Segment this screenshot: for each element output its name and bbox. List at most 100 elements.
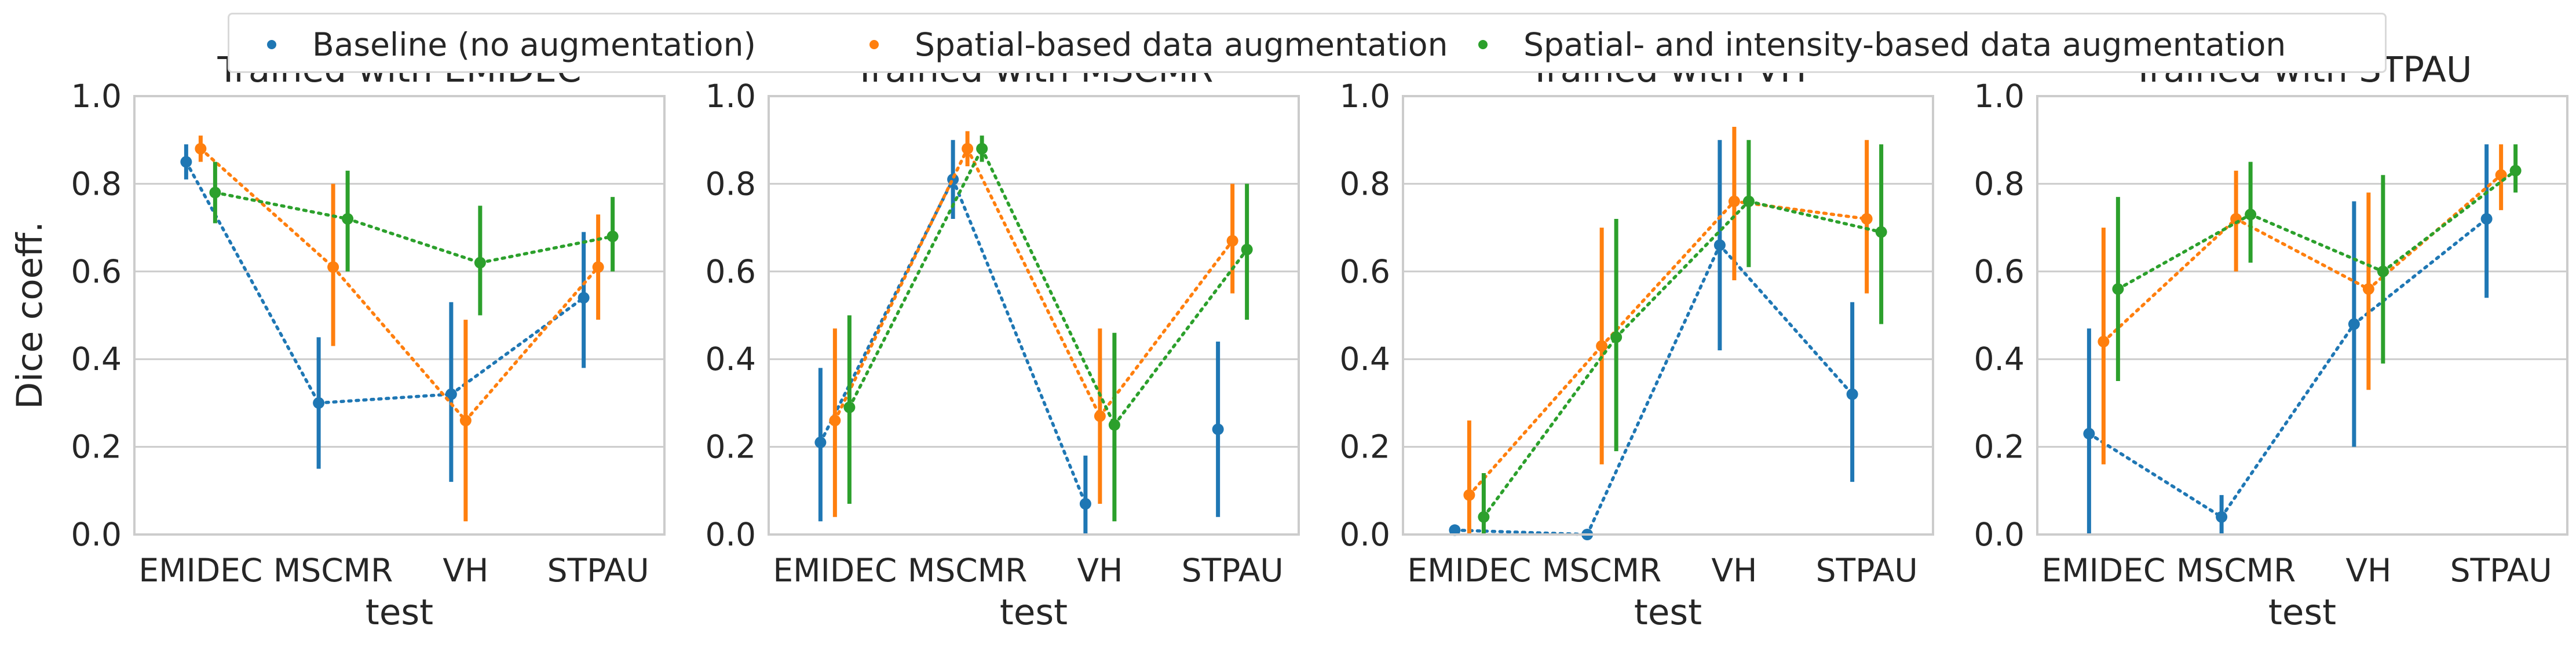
panel-3-ytick-label: 0.2 — [1340, 429, 1390, 466]
legend-item-spatial: Spatial-based data augmentation — [869, 14, 1448, 75]
panel-3-ytick-label: 0.6 — [1340, 253, 1390, 290]
panel-3-series-2-point — [1861, 213, 1873, 225]
panel-4-series-1-point — [2083, 427, 2095, 440]
panel-1-xtick-label: VH — [443, 552, 488, 589]
panel-1-ytick-label: 0.6 — [71, 253, 122, 290]
panel-1-xlabel: test — [366, 592, 433, 633]
panel-1-series-2-point — [327, 261, 339, 273]
panel-3-series-2-connector — [1733, 199, 1869, 221]
legend-marker-baseline — [267, 40, 276, 49]
panel-1-series-2-connector — [464, 265, 600, 422]
panel-3-series-2-connector — [1600, 199, 1736, 348]
panel-1-series-2-point — [459, 415, 472, 427]
panel-4-series-1-point — [2348, 318, 2360, 330]
panel-3-series-1-point — [1449, 524, 1461, 536]
panel-2-series-3-point — [1108, 419, 1120, 431]
panel-4-xtick-label: EMIDEC — [2041, 552, 2165, 589]
panel-2-ytick-label: 0.2 — [706, 429, 756, 466]
panel-2-series-1-connector — [951, 178, 1087, 506]
panel-3-xtick-label: EMIDEC — [1407, 552, 1531, 589]
panel-3-series-3-connector — [1614, 199, 1751, 339]
panel-3-series-1-connector — [1718, 243, 1854, 396]
panel-2-series-2-point — [1094, 410, 1106, 422]
panel-4-ytick-label: 1.0 — [1974, 78, 2025, 115]
panel-2-xtick-label: VH — [1077, 552, 1123, 589]
panel-1-series-1-point — [578, 292, 590, 304]
panel-3-ytick-label: 0.0 — [1340, 516, 1390, 553]
panel-3-series-3-point — [1875, 226, 1887, 238]
panel-1-xtick-label: MSCMR — [273, 552, 393, 589]
panel-3-series-3-point — [1478, 511, 1490, 523]
panel-1-series-2-point — [592, 261, 604, 273]
panel-2-ytick-label: 0.4 — [706, 341, 756, 378]
legend-label-spatial: Spatial-based data augmentation — [915, 26, 1448, 63]
legend-item-spatial-intensity: Spatial- and intensity-based data augmen… — [1478, 14, 2286, 75]
panel-4-series-1-point — [2216, 511, 2228, 523]
panel-1-series-3-point — [209, 186, 221, 199]
panel-2-series-2-connector — [1098, 239, 1234, 418]
panel-2-frame — [768, 95, 1300, 536]
panel-1-ytick-label: 1.0 — [71, 78, 122, 115]
panel-3-series-3-point — [1610, 331, 1623, 343]
panel-2-xtick-label: MSCMR — [908, 552, 1027, 589]
panel-2-series-1-point — [1079, 498, 1091, 510]
panel-1-xtick-label: EMIDEC — [138, 552, 262, 589]
panel-2-ytick-label: 0.6 — [706, 253, 756, 290]
panel-1-ytick-label: 0.2 — [71, 429, 122, 466]
panel-4-series-2-connector — [2367, 173, 2503, 291]
panel-3-series-2-point — [1463, 489, 1475, 501]
panel-2-series-2-point — [829, 415, 841, 427]
legend-marker-spatial-intensity — [1478, 40, 1488, 49]
legend-label-spatial-intensity: Spatial- and intensity-based data augmen… — [1523, 26, 2286, 63]
panel-3-ytick-label: 0.4 — [1340, 341, 1390, 378]
panel-4-series-3-connector — [2249, 213, 2385, 273]
panel-3-series-3-connector — [1747, 199, 1883, 234]
panel-2-ytick-label: 0.8 — [706, 165, 756, 202]
panel-4-series-2-point — [2362, 283, 2374, 295]
panel-3-series-3-point — [1742, 195, 1755, 207]
panel-1-series-1-point — [313, 397, 325, 409]
panel-3-series-3-connector — [1482, 335, 1618, 519]
panel-2-series-1-point — [1212, 423, 1224, 435]
panel-4-xtick-label: VH — [2345, 552, 2391, 589]
panel-3-series-1-point — [1713, 239, 1726, 251]
legend-label-baseline: Baseline (no augmentation) — [312, 26, 756, 63]
panel-4-series-3-point — [2112, 283, 2124, 295]
panel-3-series-2-point — [1728, 195, 1740, 207]
panel-4-series-3-point — [2509, 164, 2522, 177]
panel-2-xtick-label: STPAU — [1182, 552, 1284, 589]
panel-3-series-1-connector — [1585, 243, 1722, 536]
panel-1-ylabel: Dice coeff. — [9, 221, 50, 409]
panel-1-series-3-point — [606, 230, 619, 243]
panel-1-series-3-connector — [478, 235, 615, 265]
panel-2-series-2-point — [962, 142, 974, 155]
panel-1-ytick-label: 0.0 — [71, 516, 122, 553]
panel-4-ytick-label: 0.0 — [1974, 516, 2025, 553]
panel-4-xtick-label: MSCMR — [2176, 552, 2296, 589]
panel-1-series-3-point — [342, 213, 354, 225]
panel-3-xtick-label: STPAU — [1816, 552, 1918, 589]
panel-4-ytick-label: 0.2 — [1974, 429, 2025, 466]
legend-item-baseline: Baseline (no augmentation) — [267, 14, 756, 75]
panel-4-series-3-point — [2377, 265, 2389, 277]
panel-3-ytick-label: 1.0 — [1340, 78, 1390, 115]
panel-4-xlabel: test — [2268, 592, 2336, 633]
legend-marker-spatial — [869, 40, 879, 49]
panel-1-series-1-point — [445, 388, 457, 400]
panel-4-series-3-connector — [2116, 213, 2252, 291]
panel-4-xtick-label: STPAU — [2450, 552, 2552, 589]
panel-2-series-3-connector — [1113, 248, 1249, 427]
panel-3-ytick-label: 0.8 — [1340, 165, 1390, 202]
panel-4-series-2-connector — [2102, 217, 2238, 343]
panel-2-series-3-point — [976, 142, 988, 155]
panel-2-ytick-label: 0.0 — [706, 516, 756, 553]
panel-3-xtick-label: VH — [1711, 552, 1757, 589]
legend: Baseline (no augmentation) Spatial-based… — [228, 13, 2387, 73]
panel-2-series-3-connector — [980, 147, 1116, 427]
panel-4-series-1-point — [2480, 213, 2493, 225]
panel-4-ytick-label: 0.8 — [1974, 165, 2025, 202]
panel-3-xlabel: test — [1634, 592, 1702, 633]
panel-3-xtick-label: MSCMR — [1542, 552, 1661, 589]
panel-2-series-2-connector — [833, 147, 969, 422]
